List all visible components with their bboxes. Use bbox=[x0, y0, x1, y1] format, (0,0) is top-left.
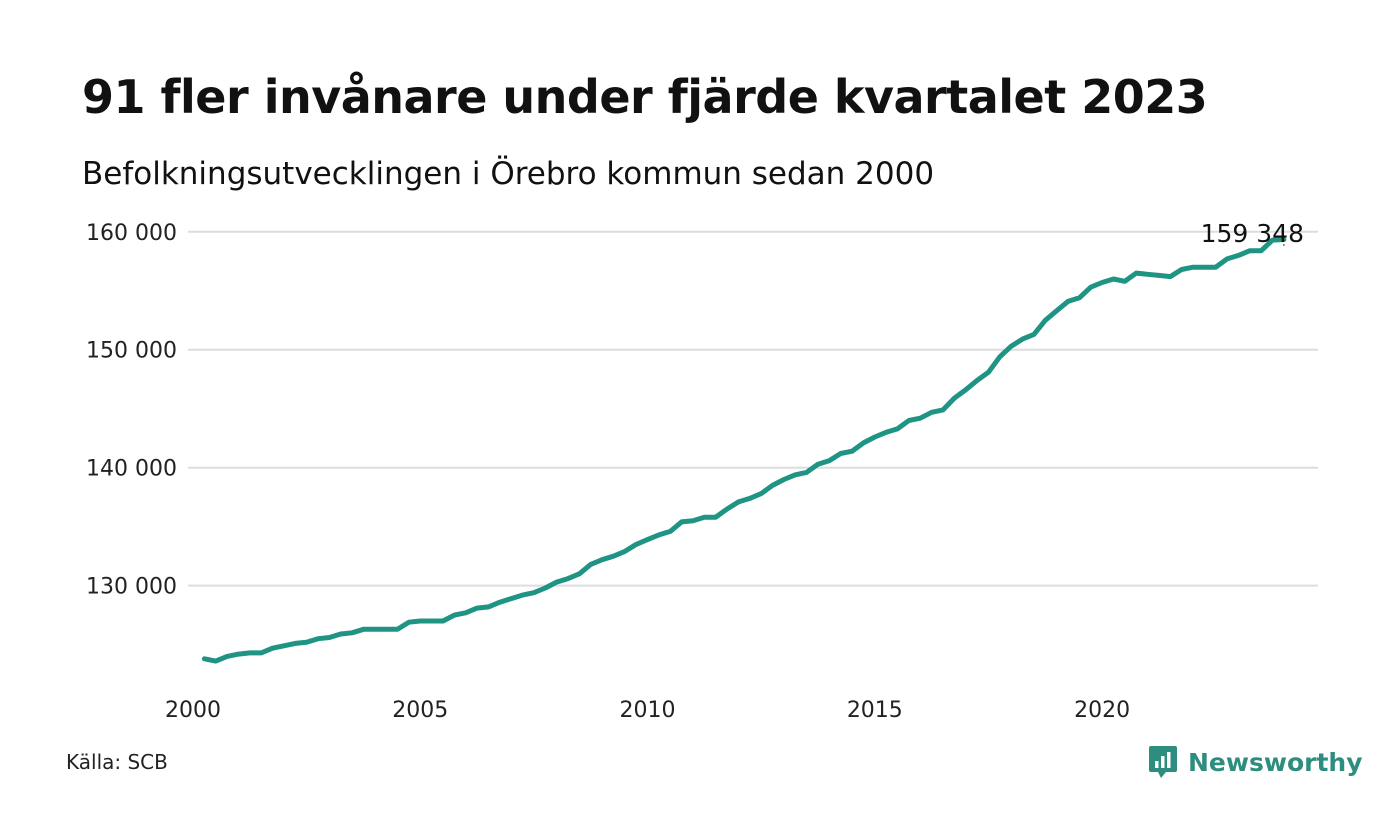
chart-subtitle: Befolkningsutvecklingen i Örebro kommun … bbox=[82, 156, 935, 192]
y-tick-label: 150 000 bbox=[86, 339, 177, 364]
brand-name: Newsworthy bbox=[1188, 747, 1363, 777]
x-tick-label: 2010 bbox=[620, 698, 676, 723]
y-tick-label: 130 000 bbox=[86, 575, 177, 600]
source-note: Källa: SCB bbox=[66, 750, 168, 774]
chart-title: 91 fler invånare under fjärde kvartalet … bbox=[82, 70, 1208, 124]
y-tick-label: 140 000 bbox=[86, 457, 177, 482]
x-axis: 2000 2005 2010 2015 2020 bbox=[165, 698, 1130, 723]
x-tick-label: 2020 bbox=[1074, 698, 1130, 723]
gridlines bbox=[188, 230, 1318, 587]
newsworthy-logo: Newsworthy bbox=[1148, 744, 1363, 780]
newsworthy-chart-bubble-icon bbox=[1149, 746, 1177, 778]
end-label-layer: 159 348 bbox=[1201, 219, 1304, 248]
end-value-label: 159 348 bbox=[1201, 219, 1304, 248]
y-tick-label: 160 000 bbox=[86, 221, 177, 246]
y-axis: 130 000 140 000 150 000 160 000 bbox=[86, 221, 177, 600]
line-chart: 130 000 140 000 150 000 160 000 2000 2005 201… bbox=[86, 219, 1318, 723]
series-line bbox=[201, 237, 1287, 664]
x-tick-label: 2000 bbox=[165, 698, 221, 723]
x-tick-label: 2015 bbox=[847, 698, 903, 723]
x-tick-label: 2005 bbox=[392, 698, 448, 723]
series-layer bbox=[201, 237, 1287, 664]
